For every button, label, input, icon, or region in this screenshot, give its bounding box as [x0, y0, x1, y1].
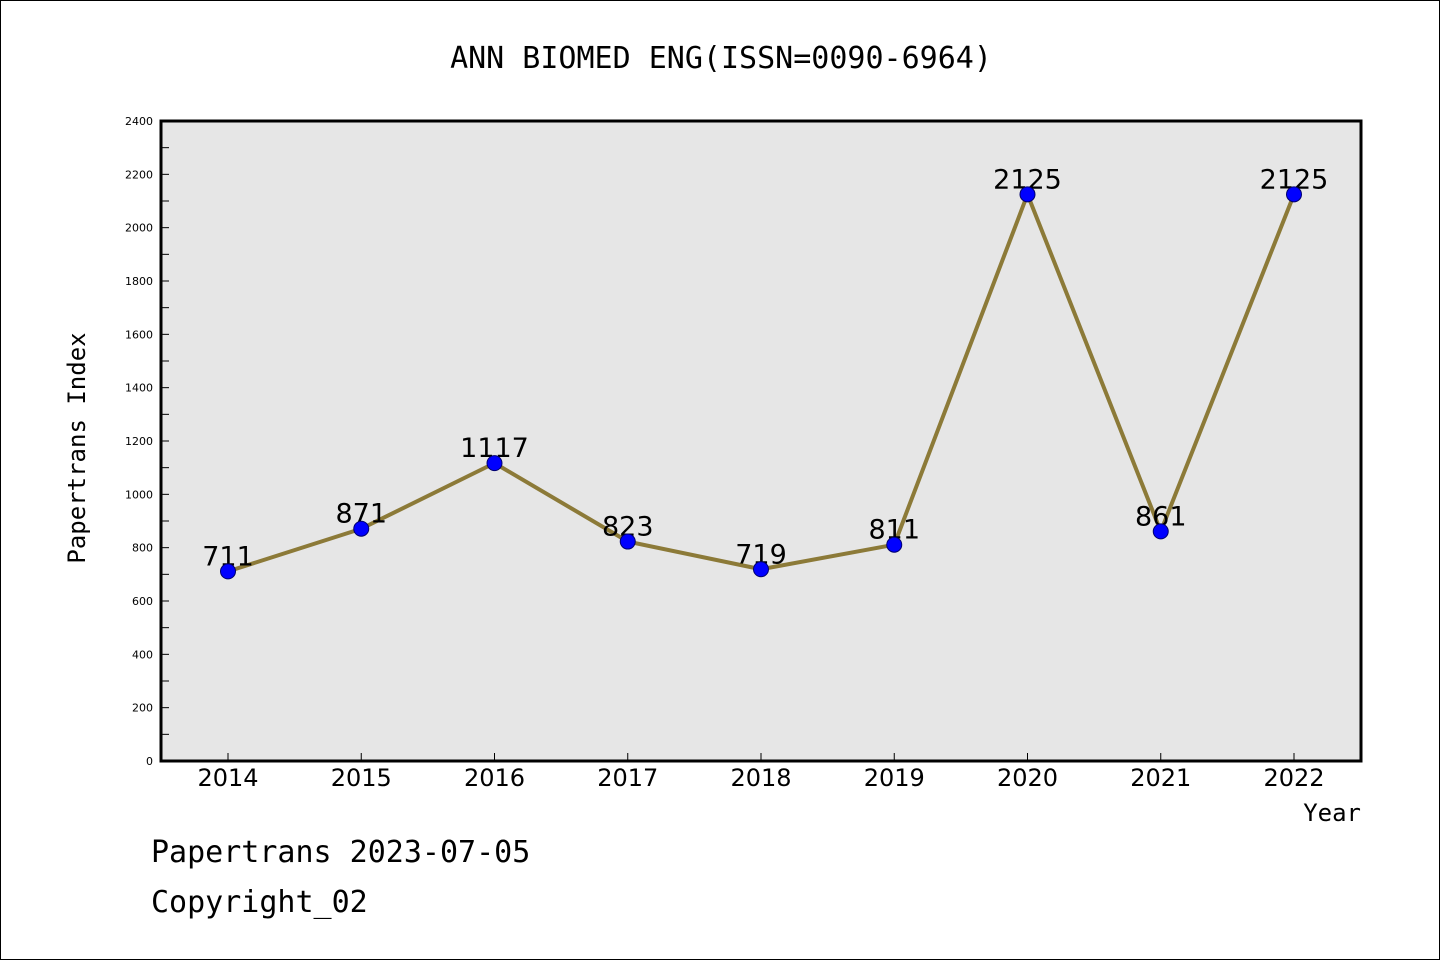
data-point-marker	[353, 520, 370, 537]
y-tick-label: 400	[132, 648, 153, 661]
data-point-marker	[753, 561, 769, 578]
x-tick-label: 2020	[997, 764, 1058, 792]
y-tick-label: 2400	[125, 115, 153, 128]
y-tick-label: 1000	[125, 488, 153, 501]
y-tick-label: 0	[146, 755, 153, 768]
y-tick-label: 1800	[125, 275, 153, 288]
y-tick-label: 2200	[125, 168, 153, 181]
plot-background	[161, 121, 1361, 761]
x-tick-label: 2022	[1263, 764, 1324, 792]
x-axis-title: Year	[1303, 799, 1361, 827]
x-tick-label: 2014	[197, 764, 258, 792]
y-tick-label: 800	[132, 542, 153, 555]
data-point-marker	[486, 455, 503, 472]
data-point-marker	[220, 563, 236, 580]
chart-title: ANN BIOMED ENG(ISSN=0090-6964)	[450, 41, 992, 76]
footer-date-text: Papertrans 2023-07-05	[151, 835, 531, 870]
data-point-marker	[886, 536, 903, 553]
y-axis-title: Papertrans Index	[63, 332, 91, 563]
y-tick-label: 600	[132, 595, 153, 608]
x-tick-label: 2021	[1130, 764, 1191, 792]
data-point-marker	[1019, 186, 1036, 203]
data-point-marker	[619, 533, 636, 550]
y-tick-label: 2000	[125, 222, 153, 235]
x-tick-label: 2017	[597, 764, 658, 792]
x-tick-label: 2018	[730, 764, 791, 792]
y-tick-label: 1200	[125, 435, 153, 448]
footer-copyright-text: Copyright_02	[151, 885, 368, 920]
x-tick-label: 2019	[864, 764, 925, 792]
y-tick-label: 200	[132, 702, 153, 715]
y-tick-label: 1600	[125, 328, 153, 341]
data-point-marker	[1286, 186, 1302, 203]
x-tick-label: 2015	[331, 764, 392, 792]
x-tick-label: 2016	[464, 764, 525, 792]
data-point-marker	[1152, 523, 1169, 540]
y-tick-label: 1400	[125, 382, 153, 395]
